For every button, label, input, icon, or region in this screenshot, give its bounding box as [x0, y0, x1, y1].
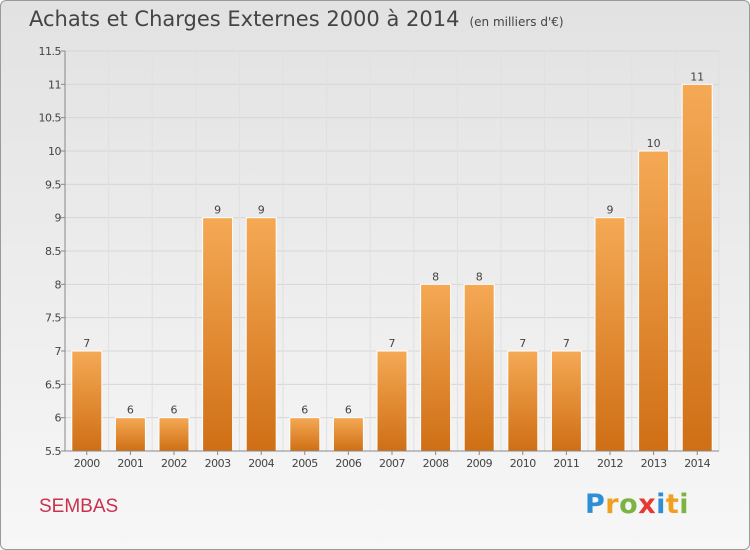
y-tick-label: 11	[48, 78, 61, 91]
logo-letter: i	[679, 489, 690, 520]
x-tick-label: 2007	[379, 457, 405, 470]
bar	[114, 417, 146, 452]
bar	[463, 283, 495, 452]
bar-value-label: 9	[607, 204, 614, 217]
bar	[550, 350, 582, 452]
y-tick-label: 6	[55, 412, 62, 425]
bar	[594, 217, 626, 452]
chart-title-block: Achats et Charges Externes 2000 à 2014 (e…	[29, 7, 564, 31]
chart-title: Achats et Charges Externes 2000 à 2014	[29, 7, 460, 31]
axes: 5.5 6 6.5 7 7.5 8 8.5 9 9.5 10 10.5 11 11.5 2000 2001 2…	[39, 45, 719, 470]
bar-value-label: 7	[389, 337, 396, 350]
bar-value-label: 11	[690, 70, 704, 83]
y-tick-label: 10	[48, 145, 61, 158]
x-tick-label: 2002	[161, 457, 187, 470]
bar	[202, 217, 234, 452]
x-tick-label: 2013	[641, 457, 667, 470]
bars: 7 6 6 9 9 6 6 7 8 8 7 7 9 10 11	[71, 70, 713, 452]
logo-letter: x	[638, 489, 657, 520]
bar-value-label: 7	[563, 337, 570, 350]
x-tick-label: 2014	[684, 457, 710, 470]
y-tick-label: 7.5	[45, 312, 61, 325]
bar	[507, 350, 539, 452]
y-tick-label: 9.5	[45, 178, 61, 191]
bar	[289, 417, 321, 452]
bar	[332, 417, 364, 452]
x-tick-label: 2001	[117, 457, 143, 470]
x-tick-label: 2009	[466, 457, 492, 470]
x-tick-label: 2008	[423, 457, 449, 470]
y-tick-label: 10.5	[39, 112, 62, 125]
logo-letter: t	[665, 489, 680, 520]
bar	[158, 417, 190, 452]
proxiti-logo: Proxiti	[585, 489, 689, 520]
bar-value-label: 9	[258, 204, 265, 217]
x-tick-label: 2010	[510, 457, 536, 470]
y-tick-label: 8.5	[45, 245, 61, 258]
logo-letter: P	[585, 489, 606, 520]
bar-value-label: 7	[83, 337, 90, 350]
bar	[420, 283, 452, 452]
x-tick-label: 2004	[248, 457, 274, 470]
bar	[376, 350, 408, 452]
bar-value-label: 8	[432, 270, 439, 283]
y-tick-label: 11.5	[39, 45, 62, 58]
logo-letter: o	[619, 489, 639, 520]
y-tick-label: 6.5	[45, 378, 61, 391]
bar-value-label: 6	[127, 404, 134, 417]
commune-name: SEMBAS	[39, 496, 119, 517]
logo-letter: r	[605, 489, 620, 520]
bar-value-label: 6	[301, 404, 308, 417]
x-tick-label: 2012	[597, 457, 623, 470]
y-tick-label: 5.5	[45, 445, 61, 458]
chart-unit: (en milliers d'€)	[469, 15, 564, 29]
x-tick-label: 2011	[553, 457, 579, 470]
x-tick-label: 2003	[205, 457, 231, 470]
bar-value-label: 7	[519, 337, 526, 350]
bar	[71, 350, 103, 452]
bar	[245, 217, 277, 452]
bar	[638, 150, 670, 452]
x-tick-label: 2005	[292, 457, 318, 470]
logo-letter: i	[656, 489, 666, 520]
bar-value-label: 6	[171, 404, 178, 417]
y-tick-label: 8	[55, 278, 62, 291]
bar	[681, 83, 713, 452]
bar-value-label: 10	[647, 137, 661, 150]
bar-value-label: 6	[345, 404, 352, 417]
y-tick-label: 7	[55, 345, 62, 358]
bar-value-label: 8	[476, 270, 483, 283]
x-tick-label: 2006	[335, 457, 361, 470]
bar-value-label: 9	[214, 204, 221, 217]
x-tick-label: 2000	[74, 457, 100, 470]
y-tick-label: 9	[55, 212, 62, 225]
